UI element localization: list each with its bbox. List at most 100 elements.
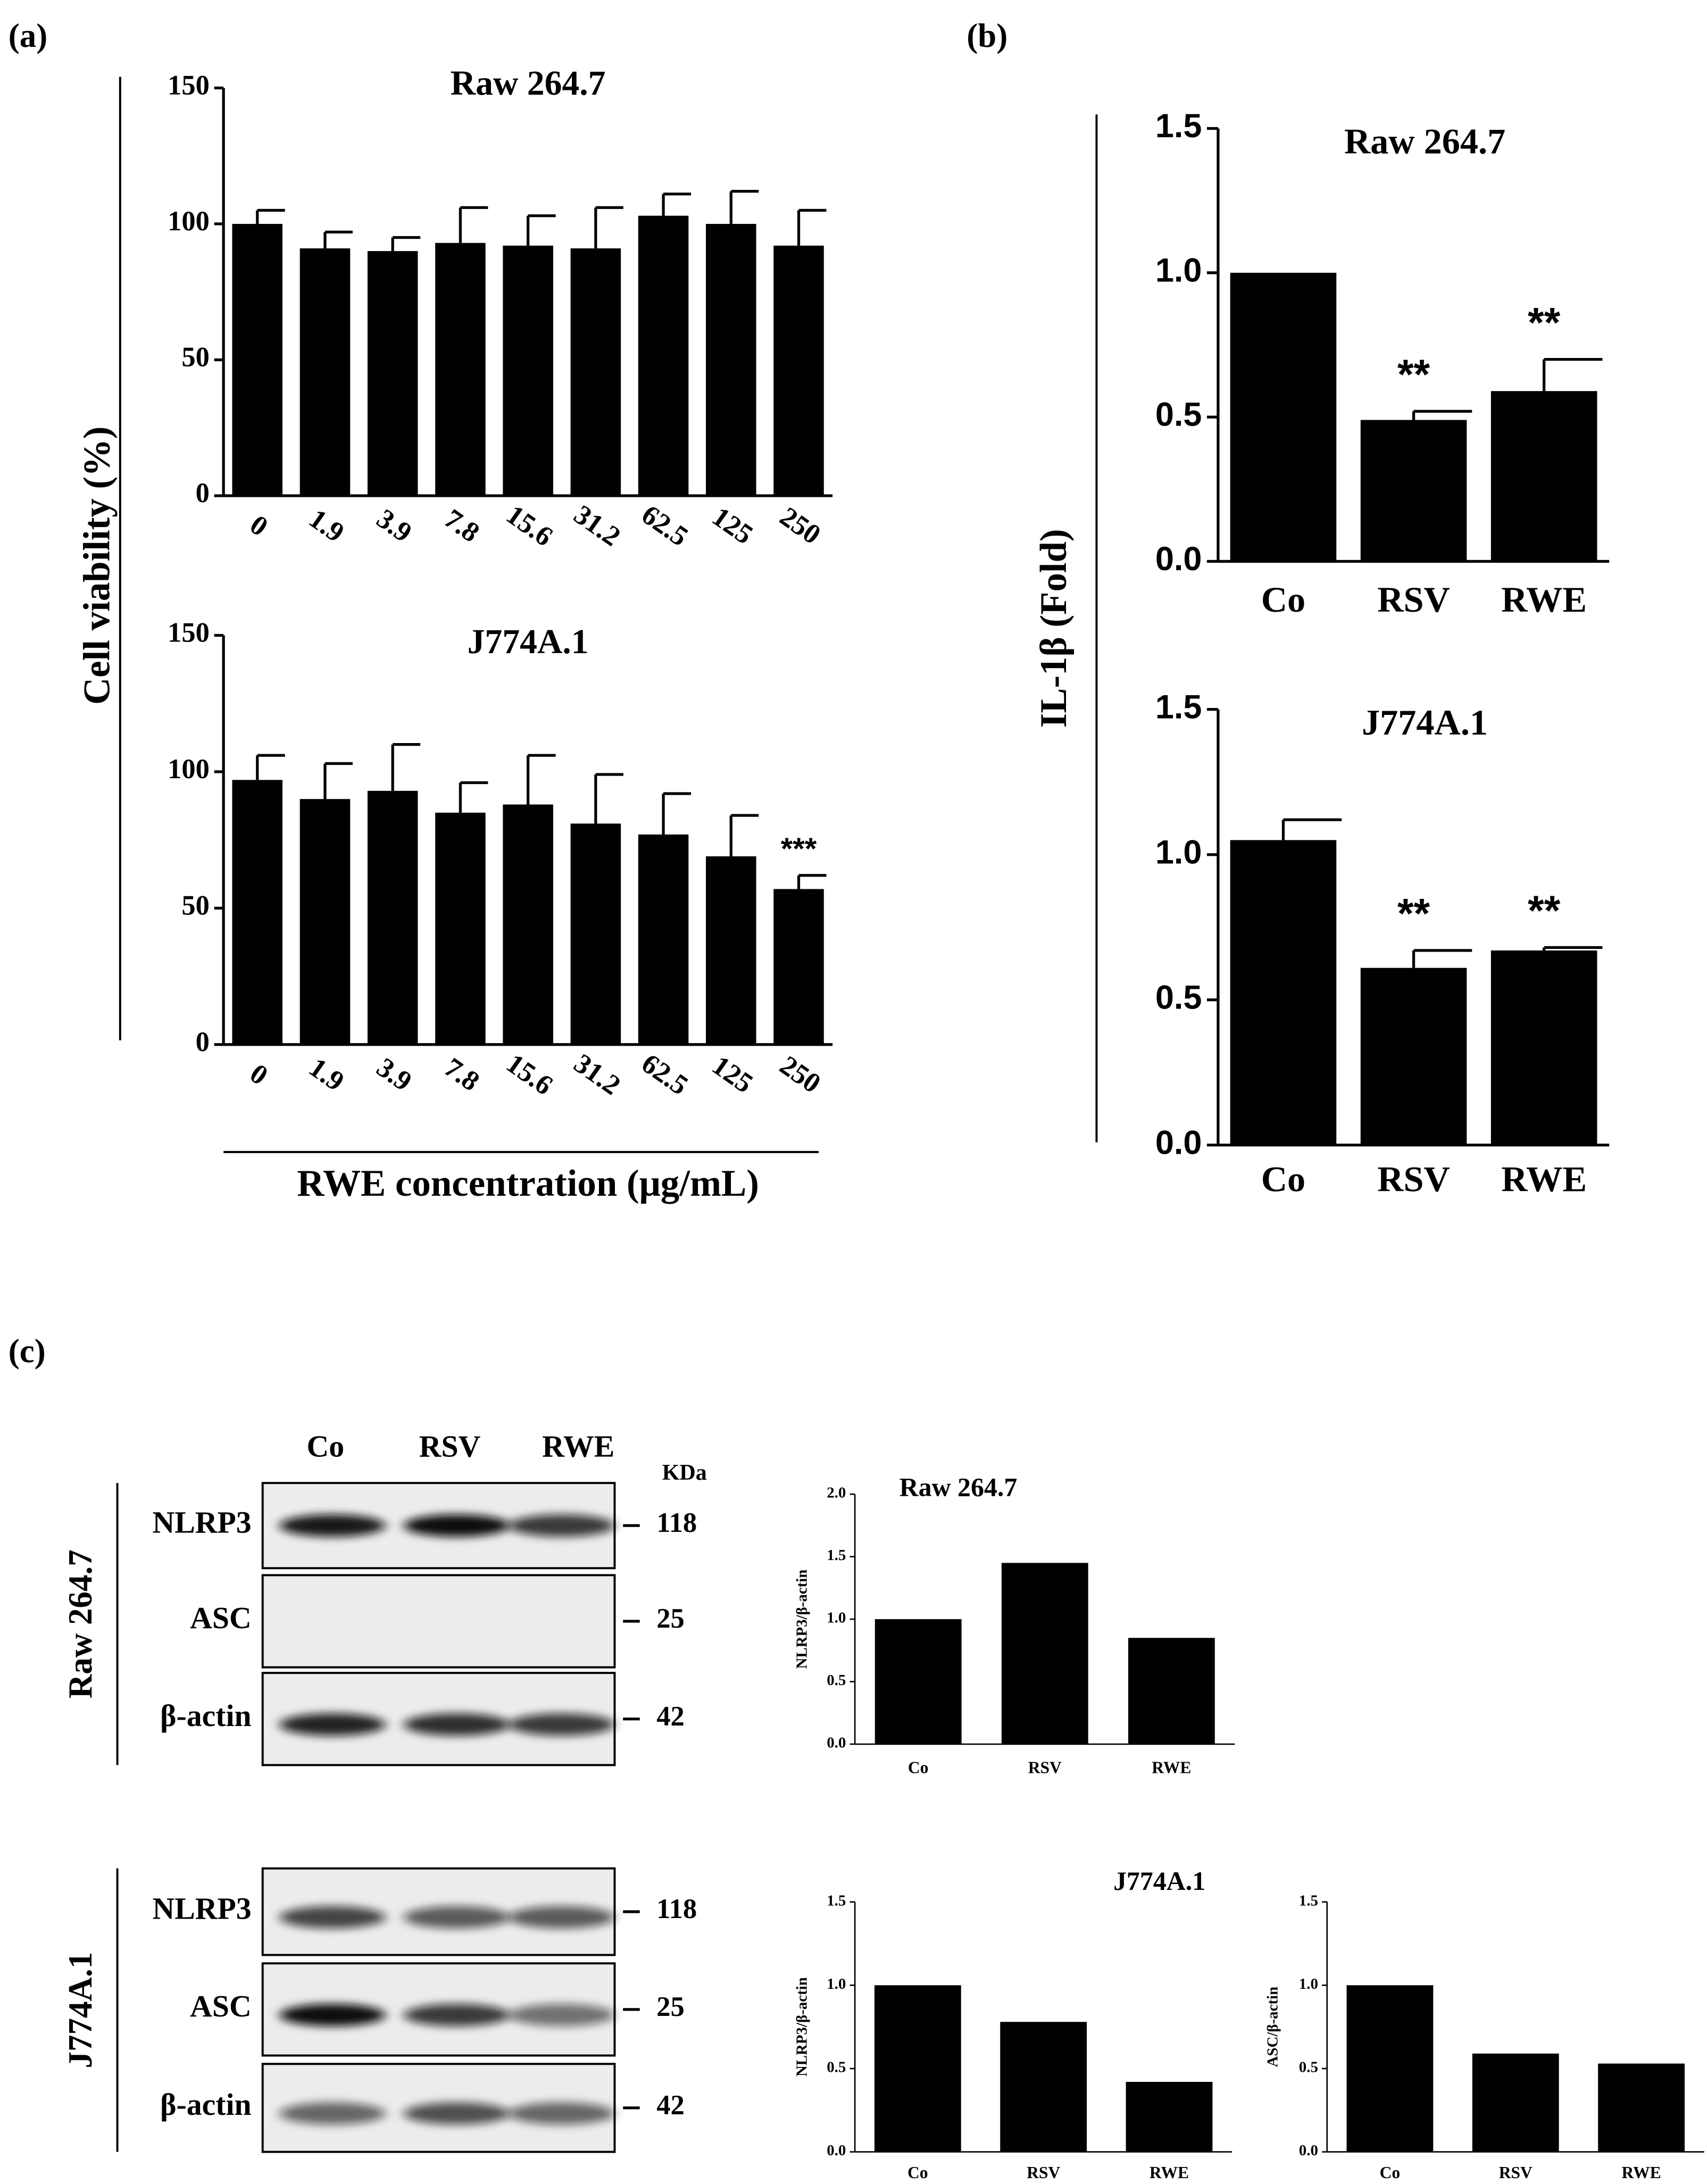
kda-value: 118	[656, 1507, 697, 1538]
y-tick-label: 0.5	[1155, 396, 1202, 434]
kda-value: 25	[656, 1991, 685, 2022]
x-tick-label: 250	[774, 501, 826, 551]
blot-band	[508, 2102, 615, 2125]
panel-label: (c)	[9, 1332, 46, 1370]
bar	[435, 812, 486, 1045]
x-tick-label: Co	[1261, 579, 1305, 620]
protein-label: ASC	[190, 1602, 252, 1635]
chart: 0.0 0.5 1.0 1.5 J774A.1 NLRP3/β-actin Co RSV RWE	[794, 1866, 1233, 2182]
chart: 0.0 0.5 1.0 1.5 Raw 264.7 Co ** RSV ** RWE	[1155, 107, 1610, 620]
bar	[1598, 2063, 1685, 2152]
bar	[1490, 950, 1597, 1145]
error-bar	[459, 781, 488, 813]
y-tick-label: 0.0	[827, 1735, 846, 1752]
x-tick-label: 0	[244, 509, 273, 543]
x-tick-label: RSV	[1377, 1158, 1450, 1199]
chart-title: J774A.1	[1362, 702, 1488, 743]
error-bar	[729, 189, 759, 224]
blot-band	[279, 1514, 386, 1537]
y-tick-label: 1.5	[1155, 688, 1202, 726]
x-tick-label: 3.9	[371, 503, 418, 548]
bar	[875, 1619, 962, 1745]
x-tick-label: 7.8	[439, 1052, 485, 1097]
y-tick-label: 50	[181, 342, 210, 373]
chart: 0.0 0.5 1.0 1.5 ASC/β-actin Co RSV RWE	[1264, 1892, 1704, 2182]
y-tick-label: 0.0	[1155, 540, 1202, 578]
error-bar	[594, 773, 623, 824]
x-tick-label: 15.6	[501, 1048, 559, 1101]
bar	[232, 780, 283, 1045]
error-bar	[1281, 818, 1342, 840]
blot-band	[508, 1514, 615, 1537]
panel-label: (b)	[967, 17, 1007, 54]
y-tick-label: 1.0	[827, 1975, 846, 1993]
cell-line-label: Raw 264.7	[62, 1549, 99, 1698]
y-tick-label: 0.5	[1155, 979, 1202, 1016]
x-tick-label: Co	[1261, 1158, 1305, 1199]
x-tick-label: 125	[706, 1050, 759, 1099]
bar	[1126, 2082, 1213, 2152]
chart: 0 50 100 150 J774A.1 0 1.9 3.9 7.8 15.6 31.2 62.5 12…	[168, 618, 833, 1101]
chart-title: Raw 264.7	[1344, 121, 1505, 162]
blot-band	[279, 2102, 386, 2125]
y-tick-label: 1.0	[827, 1610, 846, 1627]
chart: 0 50 100 150 Raw 264.7 0 1.9 3.9 7.8 15.6 31.2 62.5…	[168, 64, 833, 552]
bar	[773, 245, 824, 496]
significance-label: **	[1397, 890, 1430, 937]
error-bar	[1543, 357, 1603, 391]
error-bar	[1412, 949, 1472, 968]
y-tick-label: 50	[181, 890, 210, 921]
bar	[1360, 968, 1467, 1145]
y-axis-label: Cell viability (%)	[76, 426, 118, 705]
bar	[1360, 420, 1467, 562]
x-tick-label: RSV	[1499, 2163, 1533, 2182]
blot-band	[279, 2004, 386, 2027]
x-tick-label: RWE	[1501, 1158, 1587, 1199]
error-bar	[391, 743, 421, 791]
y-tick-label: 0.0	[827, 2142, 846, 2159]
x-tick-label: RWE	[1150, 2163, 1189, 2182]
bar	[706, 856, 756, 1045]
chart-title: Raw 264.7	[900, 1473, 1018, 1502]
lane-label: RWE	[542, 1430, 614, 1463]
protein-label: NLRP3	[153, 1892, 252, 1925]
x-tick-label: 31.2	[568, 499, 626, 552]
y-tick-label: 0	[196, 1027, 210, 1057]
x-tick-label: Co	[908, 1758, 929, 1777]
y-tick-label: 0.5	[1299, 2059, 1318, 2076]
error-bar	[729, 814, 759, 856]
x-axis-label: RWE concentration (μg/mL)	[297, 1163, 759, 1204]
x-tick-label: 1.9	[303, 503, 349, 548]
error-bar	[797, 209, 827, 246]
y-tick-label: 150	[168, 70, 210, 101]
bar	[1230, 840, 1337, 1145]
blot-band	[403, 2102, 510, 2125]
bar	[1128, 1638, 1215, 1745]
y-axis-label: NLRP3/β-actin	[794, 1570, 811, 1669]
x-tick-label: 3.9	[371, 1052, 418, 1097]
x-tick-label: 250	[774, 1050, 826, 1099]
error-bar	[662, 193, 692, 216]
y-tick-label: 1.0	[1155, 252, 1202, 289]
significance-label: **	[1528, 887, 1561, 934]
bar	[1230, 272, 1337, 562]
bar	[1346, 1985, 1434, 2152]
y-axis-label: ASC/β-actin	[1264, 1987, 1281, 2068]
bar	[1001, 1563, 1088, 1745]
protein-label: NLRP3	[153, 1506, 252, 1539]
error-bar	[1543, 946, 1603, 951]
blot-frame	[261, 1574, 616, 1669]
y-tick-label: 0	[196, 478, 210, 509]
y-tick-label: 100	[168, 206, 210, 237]
chart-title: J774A.1	[1113, 1866, 1205, 1896]
bar	[706, 223, 756, 496]
y-tick-label: 1.5	[827, 1547, 846, 1564]
y-tick-label: 1.0	[1299, 1975, 1318, 1993]
error-bar	[527, 214, 556, 246]
bar	[1000, 2022, 1087, 2152]
x-tick-label: 15.6	[501, 499, 559, 552]
x-tick-label: 0	[244, 1058, 273, 1091]
bar	[874, 1985, 961, 2152]
